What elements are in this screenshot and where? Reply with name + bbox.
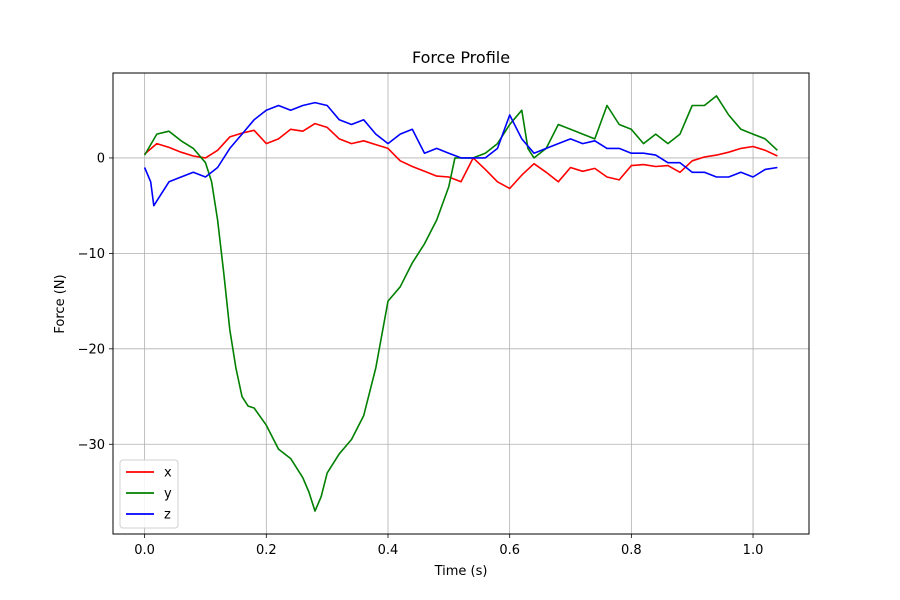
chart-title: Force Profile (412, 48, 510, 67)
legend-box (119, 459, 179, 529)
x-tick-label: 0.4 (378, 543, 399, 558)
y-tick-label: 0 (97, 151, 105, 166)
legend-label-z: z (164, 508, 171, 523)
x-tick-label: 0.0 (134, 543, 155, 558)
legend-label-y: y (164, 487, 172, 502)
axis-ticks: 0.0 0.2 0.4 0.6 0.8 1.0 0 −10 −20 −30 (78, 151, 764, 558)
x-tick-label: 1.0 (743, 543, 764, 558)
series-line-x (144, 122, 778, 190)
x-tick-label: 0.2 (256, 543, 277, 558)
y-axis-label: Force (N) (53, 274, 68, 333)
series-lines (143, 95, 778, 512)
x-tick-label: 0.6 (499, 543, 520, 558)
series-line-z (143, 101, 778, 207)
plot-frame (112, 72, 810, 535)
x-tick-label: 0.8 (621, 543, 642, 558)
x-axis-label: Time (s) (434, 564, 488, 579)
y-tick-label: −20 (78, 342, 105, 357)
legend: xyz (119, 459, 179, 529)
series-line-y (143, 95, 778, 512)
y-tick-label: −30 (78, 438, 105, 453)
legend-label-x: x (164, 466, 172, 481)
y-tick-label: −10 (78, 247, 105, 262)
